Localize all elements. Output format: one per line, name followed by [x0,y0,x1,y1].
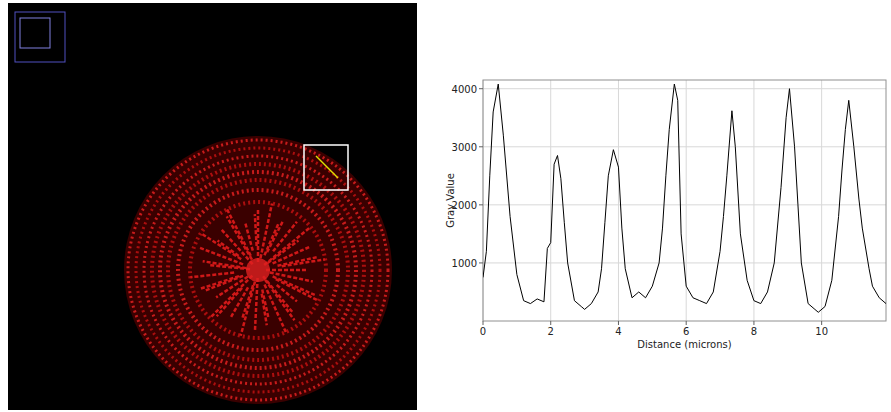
spoke [210,276,252,318]
axis-title: Distance (microns) [637,339,731,350]
image-background [8,3,417,410]
spoke [218,241,239,256]
data-group [483,84,886,312]
grid-line [550,80,551,321]
grid-line [821,80,822,321]
micrograph [8,3,417,410]
spoke [276,279,319,301]
tick-label: 2 [548,326,554,337]
spoke [255,278,258,332]
ring [168,180,348,360]
center [246,258,270,282]
grid-line [618,80,619,321]
spoke [230,287,248,318]
tick-label: 4000 [452,84,477,95]
spoke [217,288,242,316]
tick [550,321,551,325]
ring [160,172,356,368]
tick-label: 3000 [452,142,477,153]
tick [618,321,619,325]
spoke [257,208,260,262]
spoke [260,203,272,258]
spoke [268,241,299,263]
spoke [267,220,283,252]
tick-label: 8 [751,326,757,337]
roi-box [15,12,65,62]
spoke [206,276,243,291]
tick [753,321,754,325]
tick [483,321,484,325]
spoke [200,248,243,264]
selection-box [304,145,348,190]
chart: 10002000300040000246810Distance (microns… [445,80,886,350]
cell-body [124,136,392,404]
tick [821,321,822,325]
ring [136,148,380,392]
grid-line [753,80,754,321]
ring [152,164,364,376]
tick-label: 10 [815,326,828,337]
tick [479,88,483,89]
ring [128,140,388,400]
tick-label: 4 [615,326,621,337]
spoke [265,280,294,320]
plot-frame [483,80,886,321]
grid-line [483,204,886,205]
spoke [262,294,267,326]
tick [479,204,483,205]
spoke [190,273,234,278]
tick [479,262,483,263]
roi-box-inner [20,18,50,48]
spoke [266,269,308,272]
tick-label: 0 [480,326,486,337]
spoke [255,214,257,246]
spoke [282,259,325,266]
spoke [245,222,253,251]
spoke [199,276,239,289]
tick [479,146,483,147]
grid-line [483,262,886,263]
grid-line [483,146,886,147]
grid-line [483,88,886,89]
profile-line-series [483,84,886,312]
profile-line [316,156,338,178]
tick-label: 6 [683,326,689,337]
ring [178,190,338,350]
tick-label: 1000 [452,258,477,269]
axis-title: Gray Value [445,173,456,228]
tick [686,321,687,325]
ring [190,202,326,338]
